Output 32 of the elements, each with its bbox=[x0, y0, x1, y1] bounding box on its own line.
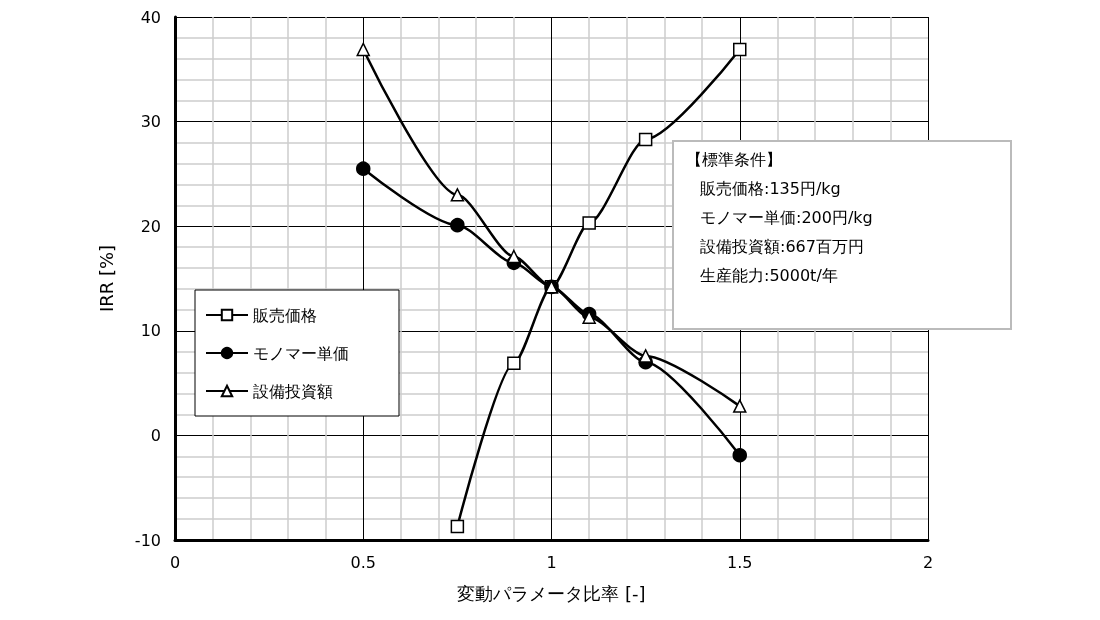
annotation: 【標準条件】 bbox=[686, 150, 782, 171]
annotation: 生産能力:5000t/年 bbox=[700, 266, 838, 287]
y-tick-label: 40 bbox=[140, 7, 161, 27]
annotation: 設備投資額:667百万円 bbox=[700, 237, 864, 258]
point bbox=[507, 356, 521, 370]
point bbox=[356, 42, 370, 57]
x-tick-label: 0 bbox=[169, 552, 181, 572]
x-tick-label: 1.5 bbox=[727, 552, 753, 572]
point bbox=[450, 519, 465, 534]
x-tick-label: 1 bbox=[546, 552, 557, 572]
y-axis-title: IRR [%] bbox=[95, 244, 117, 313]
point bbox=[356, 161, 371, 176]
point bbox=[732, 448, 747, 463]
x-tick-label: 2 bbox=[922, 552, 934, 572]
legend-label: 販売価格 bbox=[253, 305, 317, 325]
y-tick-label: -10 bbox=[134, 530, 161, 550]
annotation: モノマー単価:200円/kg bbox=[700, 208, 873, 229]
point bbox=[507, 249, 521, 264]
x-tick-label: 0.5 bbox=[350, 552, 376, 572]
point bbox=[733, 42, 747, 57]
y-tick-label: 10 bbox=[140, 321, 161, 341]
annotation: 販売価格:135円/kg bbox=[700, 179, 841, 200]
y-tick-label: 0 bbox=[150, 425, 161, 445]
point bbox=[582, 216, 596, 230]
y-tick-label: 30 bbox=[140, 112, 161, 132]
legend-label: モノマー単価 bbox=[253, 343, 349, 363]
point bbox=[450, 217, 465, 233]
point bbox=[638, 349, 653, 363]
y-tick-label: 20 bbox=[140, 216, 161, 236]
point bbox=[638, 132, 653, 147]
x-axis-title: 変動パラメータ比率 [-] bbox=[457, 582, 646, 604]
legend-label: 設備投資額 bbox=[253, 381, 333, 401]
